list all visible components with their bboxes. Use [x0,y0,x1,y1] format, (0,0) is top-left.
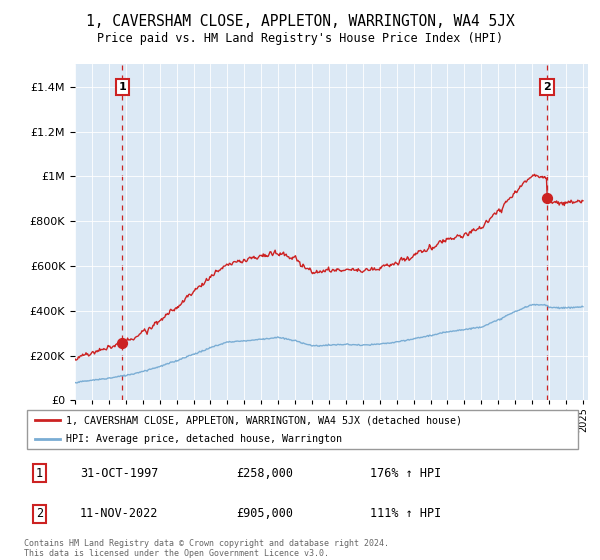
Text: 2: 2 [543,82,551,92]
Point [118,338,127,347]
Text: 1: 1 [36,466,43,479]
Text: Price paid vs. HM Land Registry's House Price Index (HPI): Price paid vs. HM Land Registry's House … [97,32,503,45]
Text: £258,000: £258,000 [236,466,293,479]
Text: 1, CAVERSHAM CLOSE, APPLETON, WARRINGTON, WA4 5JX (detached house): 1, CAVERSHAM CLOSE, APPLETON, WARRINGTON… [66,415,462,425]
Text: HPI: Average price, detached house, Warrington: HPI: Average price, detached house, Warr… [66,435,342,445]
Text: 31-OCT-1997: 31-OCT-1997 [80,466,158,479]
Text: 2: 2 [36,507,43,520]
Text: 111% ↑ HPI: 111% ↑ HPI [370,507,441,520]
Text: Contains HM Land Registry data © Crown copyright and database right 2024.
This d: Contains HM Land Registry data © Crown c… [24,539,389,558]
FancyBboxPatch shape [27,410,578,449]
Text: 176% ↑ HPI: 176% ↑ HPI [370,466,441,479]
Text: 11-NOV-2022: 11-NOV-2022 [80,507,158,520]
Text: £905,000: £905,000 [236,507,293,520]
Text: 1: 1 [118,82,126,92]
Point [542,193,552,202]
Text: 1, CAVERSHAM CLOSE, APPLETON, WARRINGTON, WA4 5JX: 1, CAVERSHAM CLOSE, APPLETON, WARRINGTON… [86,14,514,29]
